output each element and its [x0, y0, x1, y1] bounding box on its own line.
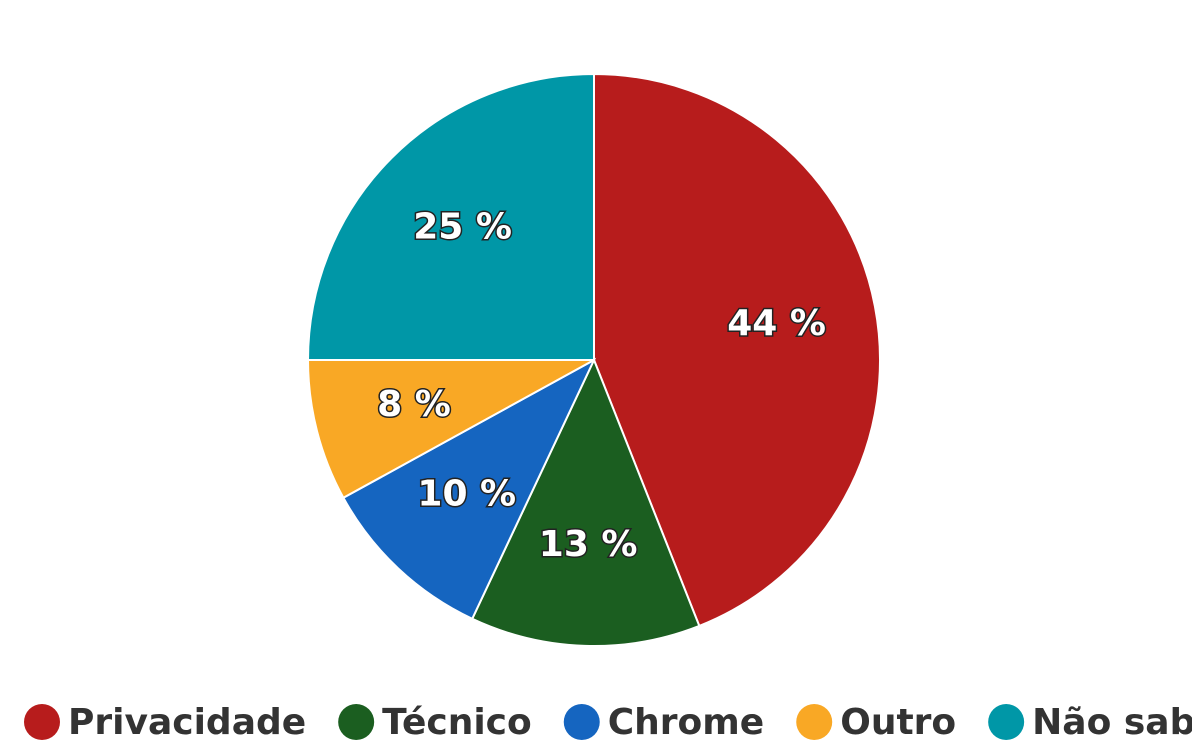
legend-swatch	[24, 704, 60, 740]
slice-label: 10 %	[417, 474, 516, 515]
legend-swatch	[796, 704, 833, 740]
legend-item: Técnico	[338, 702, 532, 743]
slice-label: 8 %	[377, 384, 451, 425]
pie-slice	[306, 72, 595, 361]
legend-label: Outro	[840, 702, 956, 743]
pie-slice	[470, 357, 701, 647]
legend-item: Chrome	[563, 702, 764, 743]
legend-item: Não sabe	[988, 702, 1192, 743]
legend-label: Chrome	[608, 702, 764, 743]
pie-slice	[306, 359, 595, 500]
legend-swatch	[338, 704, 375, 740]
legend-swatch	[563, 704, 600, 740]
pie-slice	[593, 72, 881, 628]
slice-label: 44 %	[727, 303, 826, 344]
legend-label: Privacidade	[68, 702, 306, 743]
legend-item: Outro	[796, 702, 956, 743]
pie-slice	[342, 357, 597, 621]
legend-item: Privacidade	[24, 702, 306, 743]
legend-swatch	[988, 704, 1025, 740]
legend-label: Não sabe	[1032, 702, 1192, 743]
slice-label: 13 %	[539, 524, 638, 565]
slice-label: 25 %	[413, 207, 512, 248]
legend-label: Técnico	[382, 702, 532, 743]
